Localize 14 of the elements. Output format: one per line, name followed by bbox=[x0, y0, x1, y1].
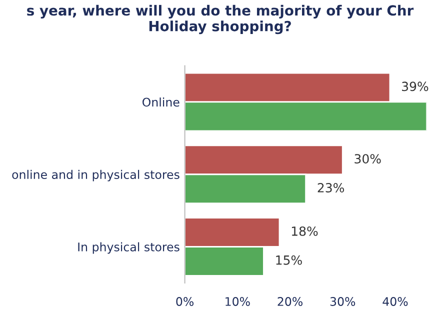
data-label: 39% bbox=[402, 82, 428, 92]
x-tick-label: 30% bbox=[330, 297, 356, 306]
x-tick-label: 10% bbox=[226, 297, 250, 306]
x-tick-label: 0% bbox=[176, 297, 194, 306]
y-tick-label: Online bbox=[142, 98, 180, 107]
data-label: 15% bbox=[276, 255, 302, 265]
y-tick-label: In physical stores bbox=[78, 242, 180, 254]
data-label: 23% bbox=[318, 183, 344, 192]
x-tick-label: 40% bbox=[382, 297, 408, 306]
data-label: 18% bbox=[292, 226, 318, 236]
y-tick-label: online and in physical stores bbox=[12, 170, 180, 182]
data-label: 30% bbox=[354, 154, 381, 164]
x-tick-label: 20% bbox=[278, 297, 302, 306]
chart-title: s year, where will you do the majority of your Chr Holiday shopping? bbox=[27, 4, 414, 34]
